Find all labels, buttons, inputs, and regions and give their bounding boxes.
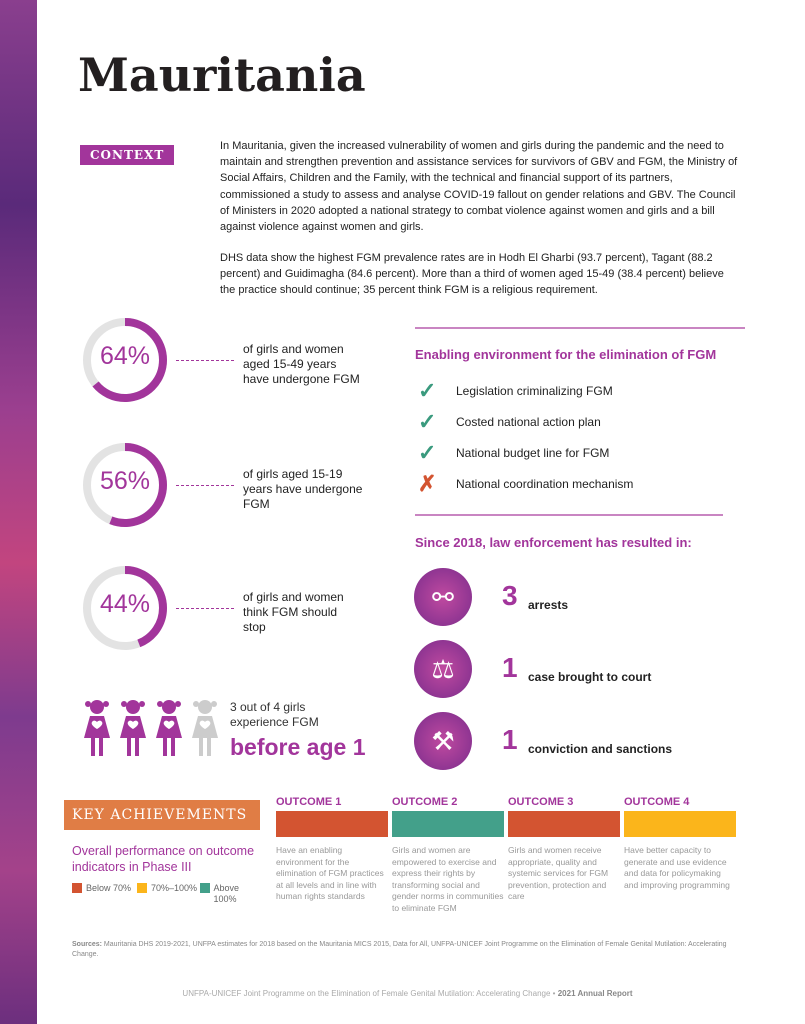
key-achievements-badge: KEY ACHIEVEMENTS [64, 800, 260, 830]
connector-line [176, 485, 234, 486]
stat-donut: 44% [80, 563, 170, 653]
legend-item: Below 70% [72, 883, 134, 894]
context-paragraph: DHS data show the highest FGM prevalence… [220, 252, 724, 297]
stat-donut: 56% [80, 440, 170, 530]
legend-label: Below 70% [86, 883, 132, 893]
outcome-text: Girls and women are empowered to exercis… [392, 845, 504, 913]
context-badge: CONTEXT [80, 145, 175, 165]
stat-label: of girls aged 15-19 years have undergone… [243, 467, 363, 511]
law-number: 1 [502, 724, 518, 755]
stat-value: 44% [99, 590, 151, 618]
legend-label: 70%–100% [151, 883, 198, 893]
sources-label: Sources: [72, 941, 102, 948]
connector-line [176, 360, 234, 361]
stat-donut: 64% [80, 315, 170, 405]
footer-report: 2021 Annual Report [557, 989, 633, 998]
outcome-title: OUTCOME 2 [392, 796, 458, 808]
donut-chart [83, 443, 167, 527]
law-label: conviction and sanctions [528, 742, 673, 756]
handcuffs-icon: ⚯ [414, 568, 472, 626]
outcome-title: OUTCOME 3 [508, 796, 574, 808]
girl-icon [84, 700, 110, 756]
law-heading: Since 2018, law enforcement has resulted… [415, 535, 692, 550]
sources-text: Mauritania DHS 2019-2021, UNFPA estimate… [72, 941, 727, 958]
outcome-bar [276, 811, 388, 837]
enabling-item: Costed national action plan [456, 415, 601, 429]
donut-chart [83, 318, 167, 402]
outcome-bar [624, 811, 736, 837]
stat-label: of girls and women aged 15-49 years have… [243, 342, 360, 386]
legend-swatch [200, 883, 210, 893]
context-paragraph: In Mauritania, given the increased vulne… [220, 140, 738, 234]
footer-text: UNFPA-UNICEF Joint Programme on the Elim… [182, 989, 551, 998]
girls-text: 3 out of 4 girls experience FGM [230, 700, 319, 729]
enabling-item: Legislation criminalizing FGM [456, 384, 613, 398]
law-label: arrests [528, 598, 569, 612]
scales-icon: ⚖ [414, 640, 472, 698]
girl-icon [120, 700, 146, 756]
outcome-text: Have better capacity to generate and use… [624, 845, 730, 890]
legend-swatch [72, 883, 82, 893]
outcome-title: OUTCOME 1 [276, 796, 342, 808]
enabling-item: National coordination mechanism [456, 477, 634, 491]
legend-item: Above 100% [200, 883, 262, 905]
outcome-title: OUTCOME 4 [624, 796, 690, 808]
divider [415, 514, 723, 516]
outcome-text: Have an enabling environment for the eli… [276, 845, 384, 901]
legend-item: 70%–100% [137, 883, 199, 894]
page-title: Mauritania [78, 48, 366, 102]
decorative-strip [0, 0, 37, 1024]
stat-value: 64% [99, 342, 151, 370]
law-label: case brought to court [528, 670, 652, 684]
enabling-item: National budget line for FGM [456, 446, 610, 460]
legend-label: Above 100% [213, 883, 240, 904]
check-icon: ✓ [418, 409, 437, 434]
law-number: 3 [502, 580, 518, 611]
law-number: 1 [502, 652, 518, 683]
achievements-subtitle: Overall performance on outcome indicator… [72, 844, 255, 874]
outcome-text: Girls and women receive appropriate, qua… [508, 845, 609, 901]
check-icon: ✓ [418, 378, 437, 403]
gavel-icon: ⚒ [414, 712, 472, 770]
donut-arc [83, 318, 167, 402]
donut-arc [83, 443, 167, 527]
enabling-heading: Enabling environment for the elimination… [415, 347, 717, 362]
girls-highlight: before age 1 [230, 734, 366, 760]
stat-label: of girls and women think FGM should stop [243, 590, 344, 634]
outcome-bar [508, 811, 620, 837]
legend-swatch [137, 883, 147, 893]
donut-arc [83, 566, 167, 650]
outcome-bar [392, 811, 504, 837]
stat-value: 56% [99, 467, 151, 495]
check-icon: ✓ [418, 440, 437, 465]
cross-icon: ✗ [418, 471, 437, 496]
girl-icon [192, 700, 218, 756]
donut-chart [83, 566, 167, 650]
sources: Sources: Mauritania DHS 2019-2021, UNFPA… [72, 940, 742, 960]
divider [415, 327, 745, 329]
girl-icon [156, 700, 182, 756]
footer: UNFPA-UNICEF Joint Programme on the Elim… [0, 989, 805, 998]
connector-line [176, 608, 234, 609]
footer-sep: • [552, 989, 556, 998]
